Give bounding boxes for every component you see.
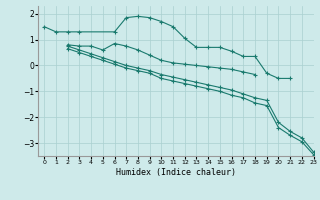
X-axis label: Humidex (Indice chaleur): Humidex (Indice chaleur) [116, 168, 236, 177]
